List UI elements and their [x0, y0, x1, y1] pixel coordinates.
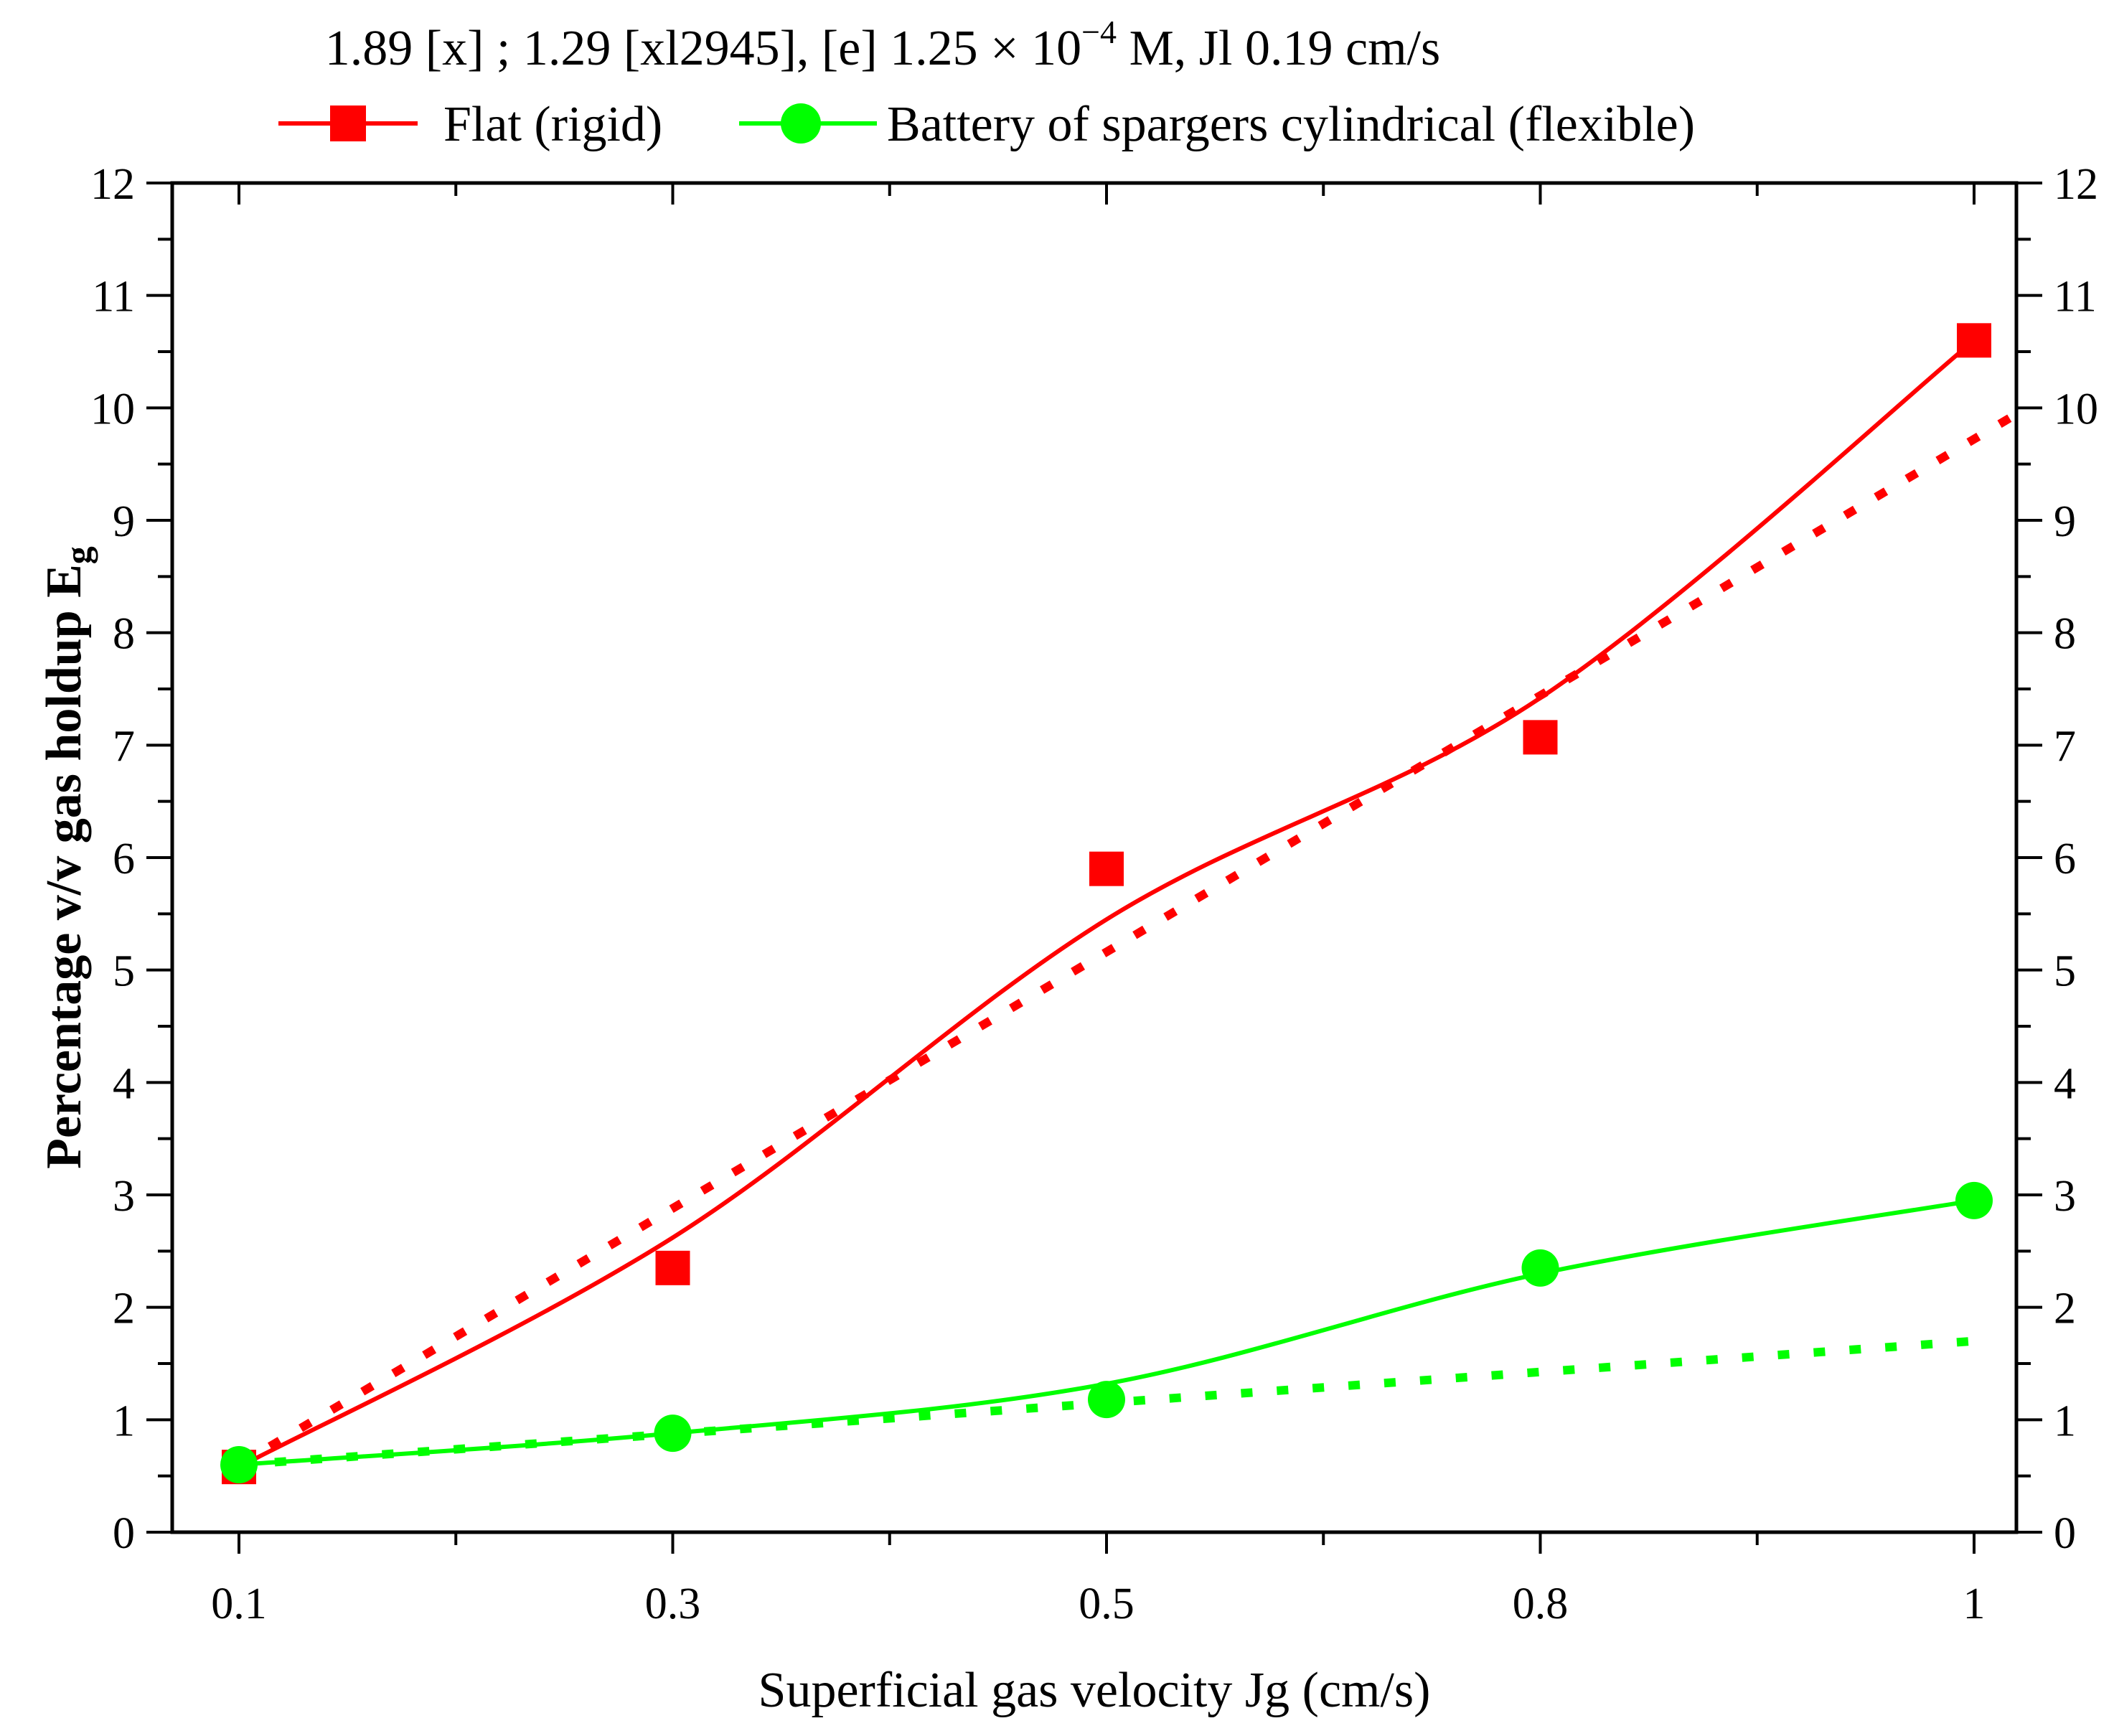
y-right-tick-label: 12 [2054, 160, 2098, 209]
legend-flat-label: Flat (rigid) [443, 97, 662, 152]
y-right-tick-label: 10 [2054, 385, 2098, 433]
y-right-tick-label: 11 [2054, 273, 2097, 322]
battery-fit-curve [238, 1198, 1975, 1467]
battery-data-point [1955, 1181, 1993, 1219]
battery-data-point [1088, 1381, 1125, 1419]
legend-flat-marker [330, 105, 366, 141]
x-axis-label: Superficial gas velocity Jg (cm/s) [758, 1663, 1431, 1718]
y-tick-label: 2 [113, 1285, 135, 1333]
flat-trend-line [236, 410, 2020, 1469]
tick-labels: 0.1 0.3 0.5 0.8 1012345678910111201234567891… [90, 160, 2098, 1628]
y-tick-label: 12 [90, 160, 135, 209]
y-right-tick-label: 5 [2054, 947, 2076, 996]
y-right-tick-label: 3 [2054, 1172, 2076, 1221]
y-tick-label: 0 [113, 1509, 135, 1558]
y-tick-label: 10 [90, 385, 135, 433]
flat-data-point [1089, 851, 1124, 886]
y-right-tick-label: 9 [2054, 497, 2076, 546]
y-tick-label: 4 [113, 1059, 135, 1108]
y-axis-label-main: Percentage v/v gas holdup E [37, 564, 92, 1169]
y-tick-label: 7 [113, 722, 135, 771]
y-tick-label: 9 [113, 497, 135, 546]
y-axis-label-subscript: g [58, 546, 98, 564]
legend: Flat (rigid) Battery of spargers cylindr… [278, 97, 1695, 152]
y-right-tick-label: 6 [2054, 835, 2076, 883]
flat-data-point [655, 1250, 690, 1285]
y-tick-label: 6 [113, 835, 135, 883]
flat-data-point [1957, 323, 1991, 358]
y-right-tick-label: 7 [2054, 722, 2076, 771]
y-tick-label: 3 [113, 1172, 135, 1221]
data-markers [220, 323, 1993, 1485]
x-tick-label: 0.3 [645, 1580, 701, 1628]
x-tick-label: 1 [1963, 1580, 1986, 1628]
x-tick-label: 0.8 [1513, 1580, 1569, 1628]
y-right-tick-label: 4 [2054, 1059, 2076, 1108]
y-right-tick-label: 8 [2054, 610, 2076, 659]
x-tick-label: 0.5 [1079, 1580, 1134, 1628]
battery-data-point [220, 1446, 258, 1483]
chart-title-tail: M, Jl 0.19 cm/s [1117, 21, 1440, 76]
battery-data-point [1521, 1249, 1559, 1287]
y-right-tick-label: 2 [2054, 1285, 2076, 1333]
y-tick-label: 11 [92, 273, 135, 322]
legend-battery-marker [781, 103, 821, 144]
y-tick-label: 5 [113, 947, 135, 996]
y-right-tick-label: 1 [2054, 1397, 2076, 1445]
flat-data-point [1523, 720, 1558, 755]
battery-data-point [654, 1414, 692, 1453]
y-axis-label: Percentage v/v gas holdup Eg [37, 546, 98, 1169]
y-right-tick-label: 0 [2054, 1509, 2076, 1558]
y-tick-label: 8 [113, 610, 135, 659]
legend-battery-label: Battery of spargers cylindrical (flexibl… [887, 97, 1695, 152]
x-tick-label: 0.1 [211, 1580, 267, 1628]
y-tick-label: 1 [113, 1397, 135, 1445]
chart-title-main: 1.89 [x] ; 1.29 [xl2945], [e] 1.25 × 10 [325, 21, 1081, 76]
chart-title-superscript: −4 [1081, 14, 1117, 50]
flat-fit-curve [238, 339, 1976, 1469]
axis-ticks [146, 182, 2042, 1554]
chart-title: 1.89 [x] ; 1.29 [xl2945], [e] 1.25 × 10−… [325, 14, 1440, 76]
